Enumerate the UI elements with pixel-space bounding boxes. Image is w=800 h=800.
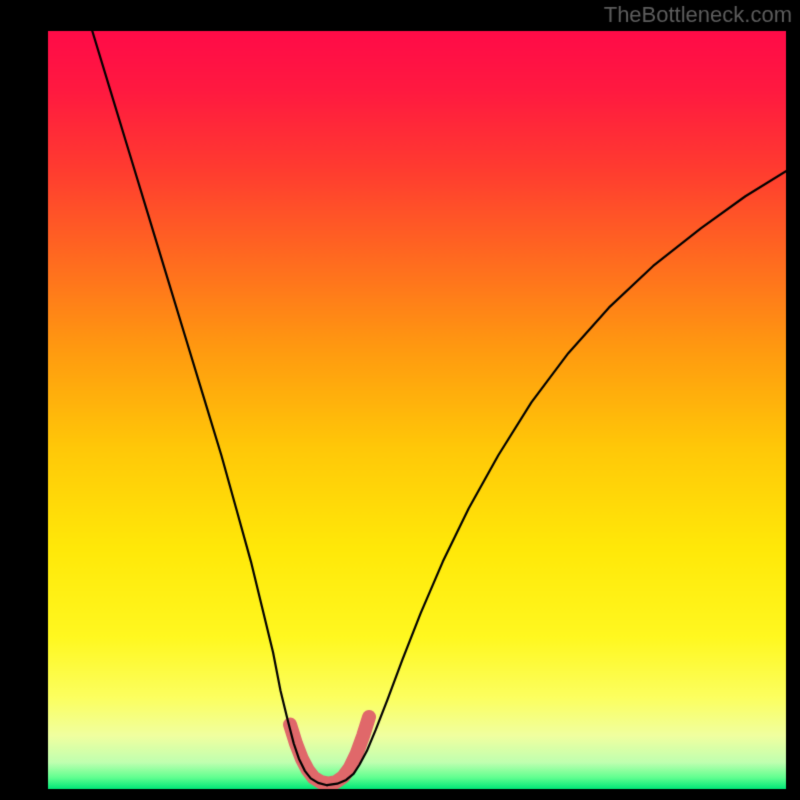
bottleneck-chart — [0, 0, 800, 800]
